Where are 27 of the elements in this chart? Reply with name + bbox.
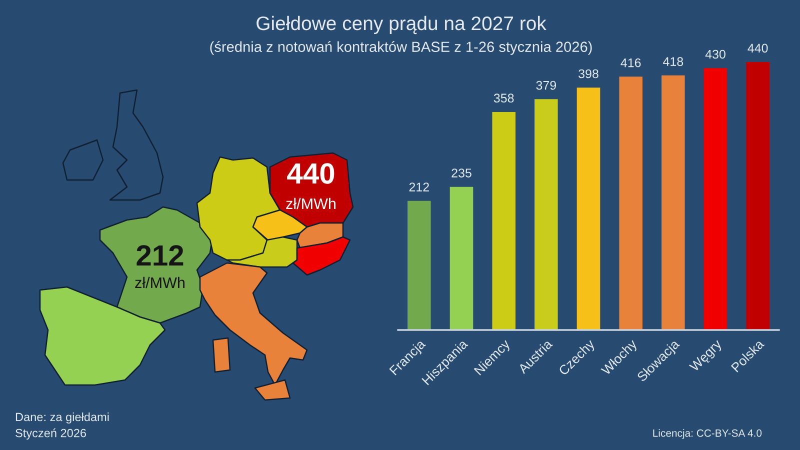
text: 440 xyxy=(287,163,334,184)
bar xyxy=(450,186,474,330)
data-label: 212 xyxy=(409,182,429,192)
data-label: 430 xyxy=(705,50,726,59)
chart-subtitle: (średnia z notowań kontraktów BASE z 1-26 stycznia 2026) xyxy=(210,41,592,55)
bar xyxy=(408,200,431,330)
chart-title: Giełdowe ceny prądu na 2027 rok xyxy=(256,16,546,34)
text: Dane: za giełdami xyxy=(16,412,109,424)
bar xyxy=(704,68,728,330)
bar xyxy=(492,112,516,330)
text: 212 xyxy=(136,245,184,266)
bar xyxy=(662,75,685,330)
data-label: 235 xyxy=(452,168,472,178)
data-label: 398 xyxy=(578,69,598,78)
text: zł/MWh xyxy=(286,198,336,210)
data-label: 416 xyxy=(620,58,641,68)
text: Licencja: CC-BY-SA 4.0 xyxy=(653,429,762,439)
data-label: 358 xyxy=(494,94,514,103)
bar xyxy=(576,88,600,330)
data-label: 418 xyxy=(663,57,684,66)
bar xyxy=(619,76,642,330)
bar xyxy=(746,62,770,330)
data-label: 440 xyxy=(748,44,768,53)
data-label: 379 xyxy=(536,80,556,90)
bar xyxy=(534,99,558,330)
text: zł/MWh xyxy=(135,276,184,288)
text: Styczeń 2026 xyxy=(16,428,86,440)
